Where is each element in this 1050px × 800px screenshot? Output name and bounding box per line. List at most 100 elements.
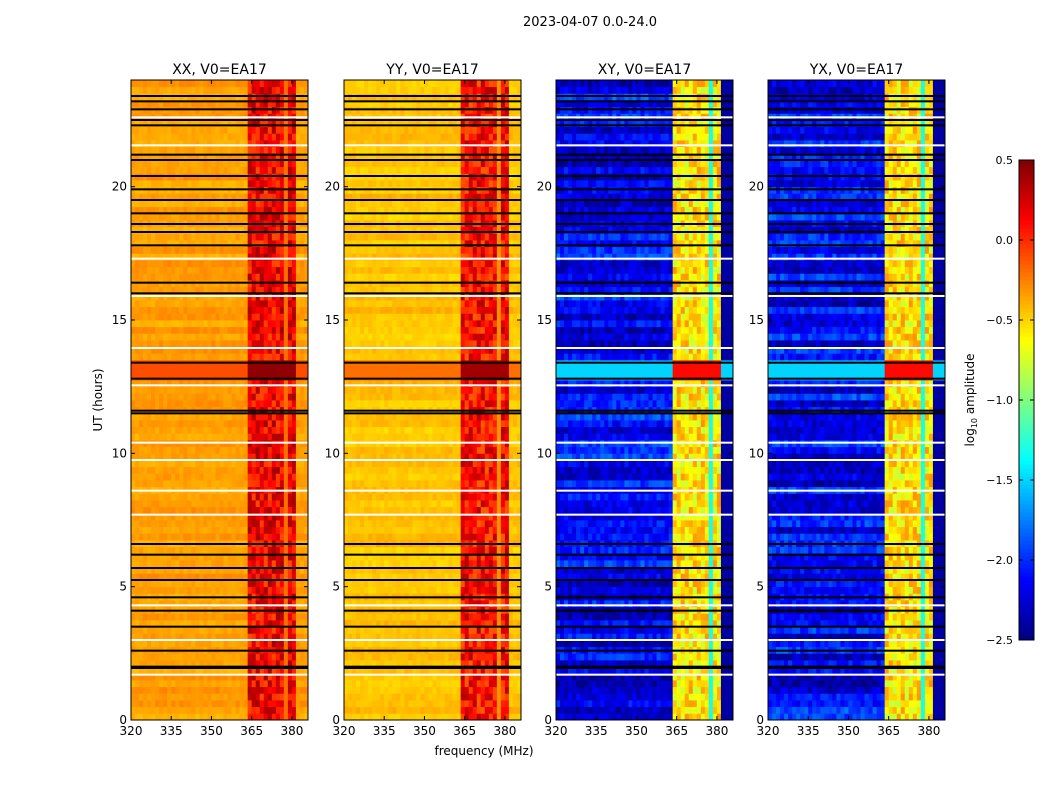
heatmap-cell (448, 713, 454, 721)
heatmap-cell (360, 680, 365, 688)
heatmap-cell (271, 346, 277, 354)
heatmap-cell (135, 473, 140, 481)
heatmap-cell (247, 600, 253, 608)
heatmap-cell (287, 240, 293, 248)
heatmap-cell (239, 446, 245, 454)
heatmap-cell (175, 533, 180, 541)
heatmap-cell (275, 126, 281, 134)
heatmap-cell (235, 560, 241, 568)
heatmap-cell (139, 420, 144, 428)
heatmap-cell (420, 673, 425, 681)
heatmap-cell (199, 340, 204, 348)
heatmap-cell (279, 313, 285, 321)
heatmap-cell (452, 660, 458, 668)
heatmap-cell (299, 446, 305, 454)
heatmap-cell (484, 613, 490, 621)
heatmap-cell (183, 160, 188, 168)
heatmap-cell (247, 700, 253, 708)
heatmap-cell (255, 660, 261, 668)
heatmap-cell (436, 700, 441, 708)
heatmap-cell (424, 626, 429, 634)
heatmap-cell (207, 320, 212, 328)
heatmap-cell (231, 366, 236, 374)
heatmap-cell (139, 680, 144, 688)
heatmap-cell (163, 580, 168, 588)
heatmap-cell (151, 566, 156, 574)
heatmap-cell (135, 300, 140, 308)
heatmap-cell (267, 213, 273, 221)
heatmap-cell (271, 673, 277, 681)
heatmap-cell (135, 686, 140, 694)
heatmap-cell (279, 633, 285, 641)
heatmap-cell (279, 80, 285, 88)
heatmap-cell (139, 413, 144, 421)
heatmap-cell (139, 133, 144, 141)
heatmap-cell (151, 546, 156, 554)
heatmap-cell (159, 313, 164, 321)
heatmap-cell (488, 706, 494, 714)
heatmap-cell (207, 120, 212, 128)
heatmap-cell (207, 166, 212, 174)
heatmap-cell (171, 460, 176, 468)
heatmap-cell (195, 513, 200, 521)
heatmap-cell (219, 266, 224, 274)
heatmap-cell (243, 426, 249, 434)
heatmap-cell (183, 400, 188, 408)
heatmap-cell (299, 100, 305, 108)
heatmap-cell (227, 546, 232, 554)
heatmap-cell (131, 706, 136, 714)
heatmap-cell (247, 533, 253, 541)
heatmap-cell (271, 620, 277, 628)
heatmap-cell (259, 446, 265, 454)
heatmap-cell (191, 600, 196, 608)
heatmap-cell (219, 600, 224, 608)
heatmap-cell (500, 706, 506, 714)
heatmap-cell (283, 86, 289, 94)
heatmap-cell (231, 560, 236, 568)
heatmap-cell (183, 180, 188, 188)
heatmap-cell (436, 640, 441, 648)
heatmap-cell (283, 313, 289, 321)
heatmap-cell (243, 160, 249, 168)
heatmap-cell (163, 80, 168, 88)
heatmap-cell (263, 533, 269, 541)
heatmap-cell (271, 380, 277, 388)
heatmap-cell (191, 140, 196, 148)
heatmap-cell (231, 253, 236, 261)
heatmap-cell (203, 546, 208, 554)
heatmap-cell (287, 466, 293, 474)
heatmap-cell (380, 693, 385, 701)
heatmap-cell (195, 706, 200, 714)
heatmap-cell (203, 313, 208, 321)
heatmap-cell (368, 626, 373, 634)
heatmap-cell (199, 666, 204, 674)
heatmap-cell (139, 446, 144, 454)
heatmap-cell (255, 160, 261, 168)
heatmap-cell (291, 620, 297, 628)
heatmap-cell (159, 473, 164, 481)
heatmap-cell (175, 313, 180, 321)
heatmap-cell (243, 660, 249, 668)
heatmap-cell (259, 666, 265, 674)
heatmap-cell (255, 426, 261, 434)
heatmap-cell (360, 620, 365, 628)
heatmap-cell (171, 673, 176, 681)
heatmap-cell (211, 613, 216, 621)
heatmap-cell (436, 713, 441, 721)
heatmap-cell (263, 566, 269, 574)
heatmap-cell (187, 500, 192, 508)
heatmap-cell (175, 166, 180, 174)
heatmap-cell (247, 480, 253, 488)
heatmap-cell (239, 566, 245, 574)
heatmap-cell (195, 633, 200, 641)
heatmap-cell (263, 373, 269, 381)
heatmap-cell (207, 680, 212, 688)
heatmap-cell (191, 653, 196, 661)
heatmap-cell (163, 560, 168, 568)
heatmap-cell (291, 120, 297, 128)
heatmap-cell (235, 346, 241, 354)
heatmap-cell (259, 466, 265, 474)
heatmap-cell (275, 246, 281, 254)
heatmap-cell (183, 120, 188, 128)
heatmap-cell (179, 533, 184, 541)
